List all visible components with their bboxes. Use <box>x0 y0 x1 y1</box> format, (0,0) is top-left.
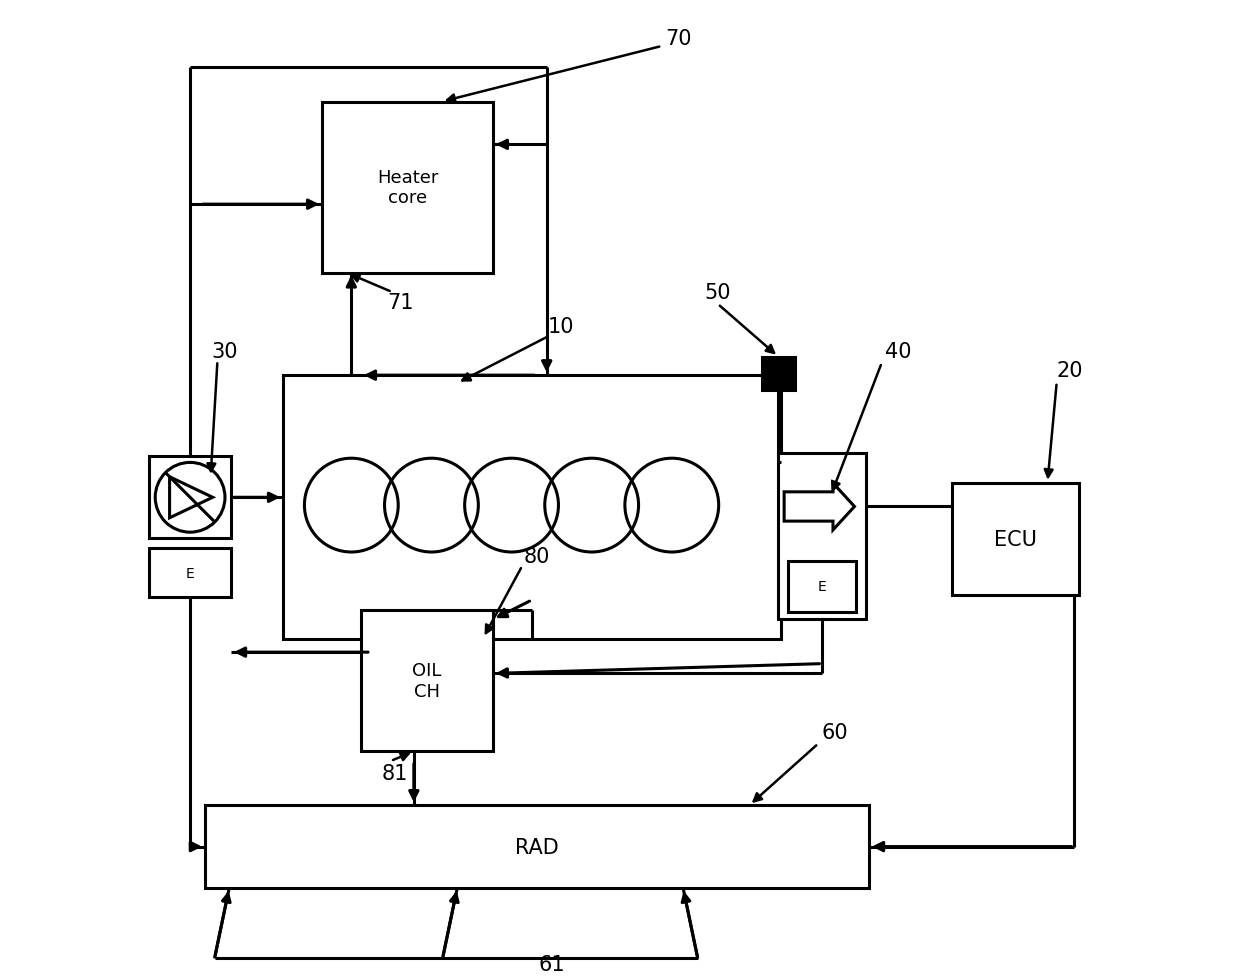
FancyArrow shape <box>784 484 854 531</box>
Text: 30: 30 <box>211 341 238 361</box>
Text: 20: 20 <box>1056 361 1083 381</box>
Text: 71: 71 <box>387 292 413 313</box>
Text: Heater
core: Heater core <box>377 168 438 207</box>
Text: 10: 10 <box>548 317 574 337</box>
Text: 50: 50 <box>704 282 730 303</box>
Bar <box>779 454 867 619</box>
Text: 40: 40 <box>885 341 911 361</box>
Text: 61: 61 <box>538 955 565 974</box>
Bar <box>283 376 781 639</box>
Text: 81: 81 <box>382 763 408 783</box>
Text: 70: 70 <box>666 29 692 49</box>
Text: 60: 60 <box>822 722 848 742</box>
Text: OIL
CH: OIL CH <box>413 661 441 701</box>
Text: 80: 80 <box>523 546 551 567</box>
Bar <box>149 548 231 597</box>
Text: ECU: ECU <box>994 530 1037 549</box>
Text: E: E <box>186 566 195 580</box>
Bar <box>149 457 231 538</box>
Text: RAD: RAD <box>515 836 559 857</box>
Bar <box>205 805 869 888</box>
Bar <box>322 103 494 274</box>
Text: E: E <box>818 579 827 594</box>
Bar <box>761 358 795 391</box>
Bar <box>789 561 857 612</box>
Bar <box>361 610 494 751</box>
Bar <box>952 484 1079 595</box>
